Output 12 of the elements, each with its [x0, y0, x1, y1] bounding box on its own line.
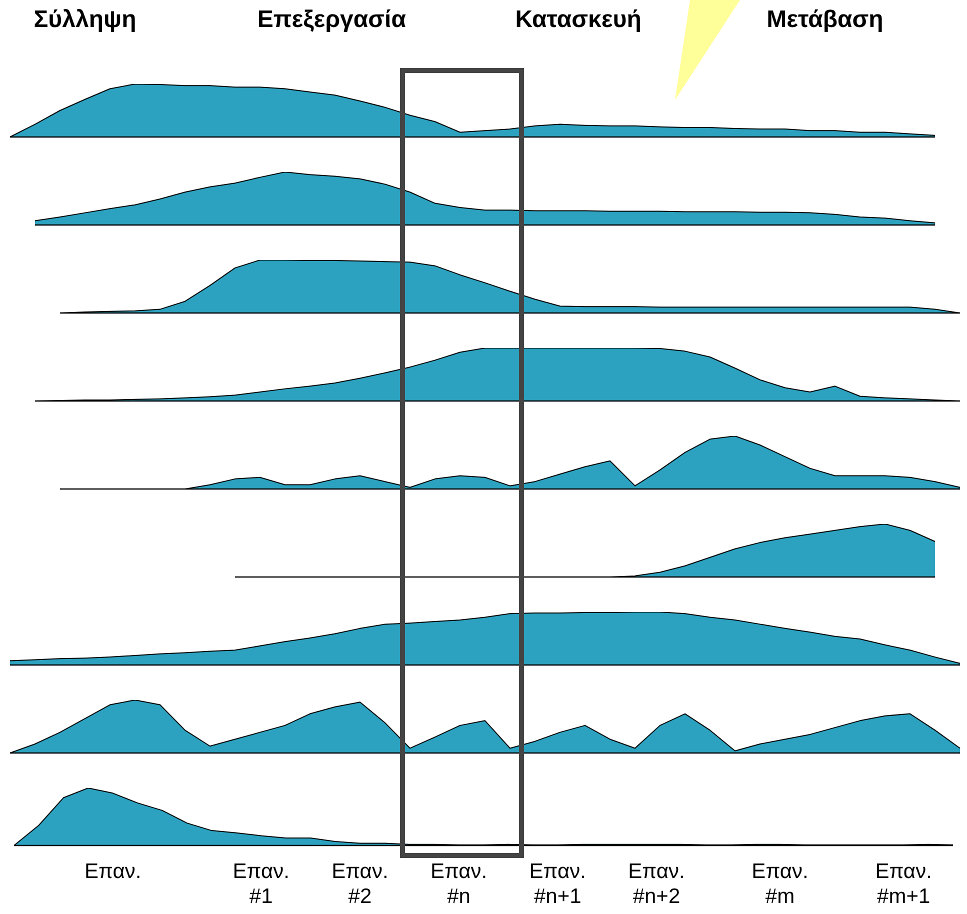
- text: Κατασκευή: [515, 6, 642, 34]
- x-tick-label: Επαν. #m: [752, 860, 808, 908]
- x-tick-label: Επαν. #m+1: [875, 860, 932, 908]
- x-tick-label: Επαν. #n: [430, 860, 488, 908]
- x-tick-label: Επαν.: [84, 860, 142, 883]
- x-tick-label: Επαν. #n+1: [529, 860, 586, 908]
- text: Μετάβαση: [766, 6, 884, 34]
- x-tick-label: Επαν. #1: [232, 860, 290, 908]
- x-tick-label: Επαν. #2: [332, 860, 388, 908]
- text: Επεξεργασία: [257, 6, 406, 34]
- x-tick-label: Επαν. #n+2: [628, 860, 685, 908]
- text: Σύλληψη: [34, 6, 136, 34]
